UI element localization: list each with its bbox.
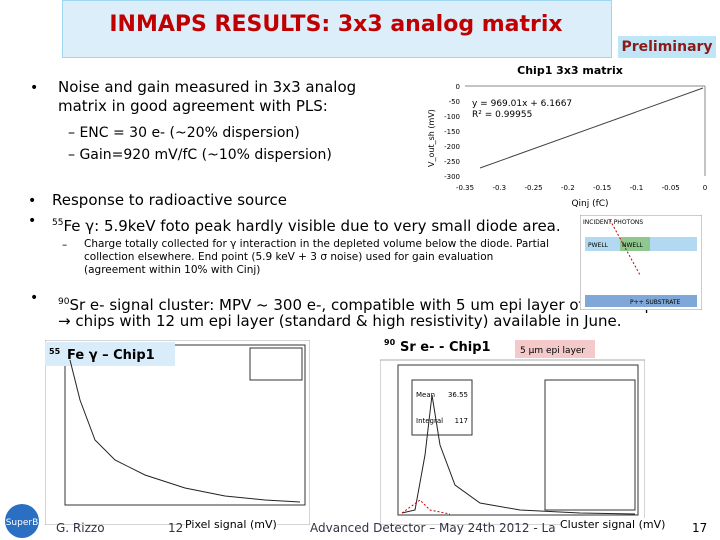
stat-value: 117 (455, 417, 468, 425)
tick-label: 0 (456, 83, 460, 91)
tick-label: -0.05 (662, 184, 680, 192)
page-number: 17 (692, 521, 708, 535)
stat-value: 36.55 (448, 391, 468, 399)
text: ENC = 30 e- (~20% dispersion) (79, 125, 300, 141)
plot-label: Fe γ – Chip1 (67, 348, 155, 363)
tick-label: -300 (444, 173, 460, 181)
svg-text:SuperB: SuperB (6, 518, 39, 528)
title: INMAPS RESULTS: 3x3 analog matrix (109, 12, 563, 37)
diagram-label: PWELL (588, 242, 609, 249)
logo: SuperB (5, 504, 39, 538)
x-label: Cluster signal (mV) (560, 518, 666, 531)
y-label: V_out_sh (mV) (427, 109, 436, 167)
fit-text: y = 969.01x + 6.1667 (472, 99, 572, 109)
bullet-text: → chips with 12 um epi layer (standard &… (58, 312, 622, 330)
bullet: • (28, 213, 37, 229)
r2-text: R² = 0.99955 (472, 110, 532, 120)
sub-bullet: – Gain=920 mV/fC (~10% dispersion) (68, 147, 332, 163)
bullet-text: Response to radioactive source (52, 191, 288, 209)
bullet: • (30, 80, 39, 96)
sub-dash: – (62, 239, 68, 251)
tick-label: -0.1 (630, 184, 644, 192)
text: Gain=920 mV/fC (~10% dispersion) (79, 147, 332, 163)
tick-label: -0.35 (456, 184, 474, 192)
sr-plot: 90 Sr e- - Chip1 5 μm epi layer Mean 36.… (380, 338, 645, 525)
stat-name: Integral (416, 417, 443, 425)
bullet: • (28, 193, 37, 209)
fit-line (479, 87, 704, 169)
tick-label: -100 (444, 113, 460, 121)
sub-bullet: – ENC = 30 e- (~20% dispersion) (68, 125, 300, 141)
sup: 90 (384, 338, 396, 347)
note: 5 μm epi layer (520, 346, 585, 356)
text: Fe γ: 5.9keV foto peak hardly visible du… (63, 217, 561, 235)
tick-label: -200 (444, 143, 460, 151)
plot-label: Sr e- - Chip1 (400, 340, 491, 355)
diagram-label: NWELL (622, 242, 644, 249)
x-label: Pixel signal (mV) (185, 518, 277, 531)
pixel-diagram: INCIDENT PHOTONS PWELL NWELL P++ SUBSTRA… (580, 215, 702, 310)
tick-label: -50 (449, 98, 460, 106)
sup: 90 (58, 297, 70, 307)
tick-label: -0.25 (525, 184, 543, 192)
plot-title: Chip1 3x3 matrix (517, 64, 623, 77)
footer-event: Advanced Detector – May 24th 2012 - La B (310, 521, 555, 535)
gain-plot: Chip1 3x3 matrix V_out_sh (mV) Qinj (fC)… (420, 58, 720, 210)
title-box (62, 0, 612, 58)
tick-label: -0.15 (593, 184, 611, 192)
footer-date: 12 (168, 521, 184, 535)
badge: Preliminary (618, 36, 716, 58)
footer-author: G. Rizzo (56, 521, 105, 535)
bullet-text: Noise and gain measured in 3x3 analog ma… (58, 78, 357, 115)
sup: 55 (49, 347, 61, 356)
tick-label: -0.3 (492, 184, 506, 192)
bullet: • (30, 290, 39, 306)
diagram-label: P++ SUBSTRATE (630, 299, 680, 306)
sub-bullet: Charge totally collected for γ interacti… (84, 238, 550, 276)
bullet-text: 55Fe γ: 5.9keV foto peak hardly visible … (52, 214, 561, 236)
stat-name: Mean (416, 391, 435, 399)
x-label: Qinj (fC) (571, 199, 608, 209)
diagram-label: INCIDENT PHOTONS (583, 219, 643, 226)
tick-label: -250 (444, 158, 460, 166)
plot-bg (420, 58, 720, 210)
tick-label: 0 (703, 184, 707, 192)
bullet-text: 90Sr e- signal cluster: MPV ~ 300 e-, co… (58, 293, 718, 315)
tick-label: -0.2 (561, 184, 575, 192)
fe-plot: 55 Fe γ – Chip1 (45, 340, 310, 525)
text: Sr e- signal cluster: MPV ~ 300 e-, comp… (69, 296, 662, 314)
tick-label: -150 (444, 128, 460, 136)
sup: 55 (52, 218, 64, 228)
